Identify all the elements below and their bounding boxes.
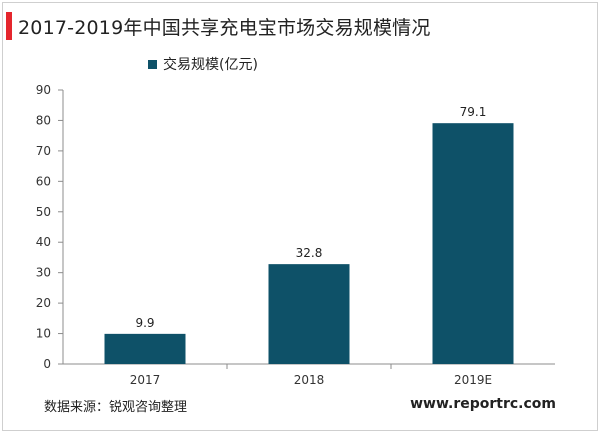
y-tick-label: 80 — [36, 113, 51, 127]
y-tick-label: 50 — [36, 205, 51, 219]
legend-swatch — [148, 59, 157, 69]
bar-value-label: 9.9 — [135, 316, 154, 330]
x-tick-label: 2017 — [130, 373, 161, 387]
y-tick-label: 20 — [36, 296, 51, 310]
bars: 9.9 32.8 79.1 — [104, 105, 514, 364]
bar — [104, 333, 186, 364]
bar-value-label: 32.8 — [296, 246, 323, 260]
title-accent-bar — [6, 12, 12, 40]
bar — [432, 123, 514, 364]
y-tick-label: 30 — [36, 266, 51, 280]
y-tick-label: 90 — [36, 83, 51, 97]
website-url[interactable]: www.reportrc.com — [410, 396, 556, 412]
data-source: 数据来源：锐观咨询整理 — [44, 400, 188, 415]
y-tick-label: 0 — [43, 357, 51, 371]
y-tick-label: 40 — [36, 235, 51, 249]
y-tick-label: 70 — [36, 144, 51, 158]
legend-label: 交易规模(亿元) — [163, 57, 258, 73]
x-tick-label: 2019E — [454, 373, 492, 387]
y-tick-label: 10 — [36, 327, 51, 341]
bar-value-label: 79.1 — [460, 105, 487, 119]
legend: 交易规模(亿元) — [148, 54, 258, 74]
x-tick-label: 2018 — [294, 373, 325, 387]
bar — [268, 264, 350, 364]
chart-title: 2017-2019年中国共享充电宝市场交易规模情况 — [18, 17, 431, 39]
y-tick-label: 60 — [36, 174, 51, 188]
